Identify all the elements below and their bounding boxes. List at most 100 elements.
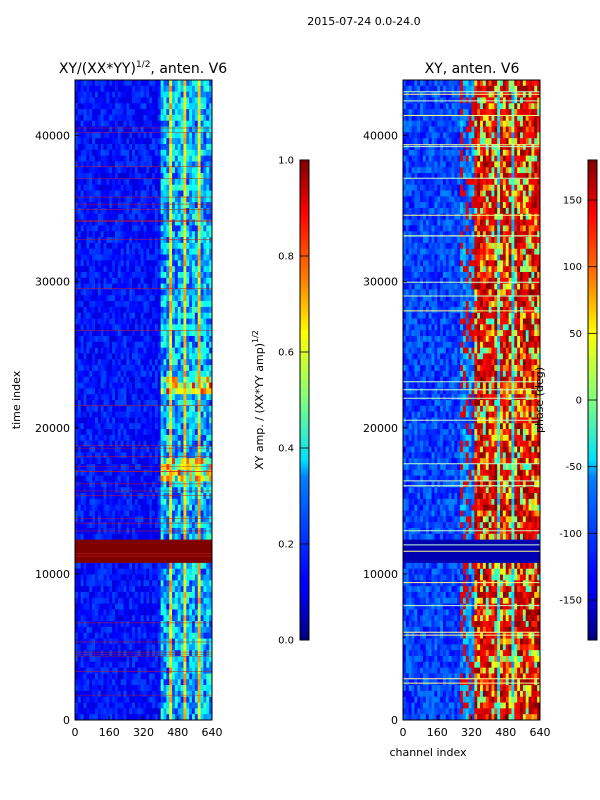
- amp-heatmap-cell: [146, 650, 150, 657]
- amp-heatmap-cell: [192, 464, 196, 471]
- amp-heatmap-cell: [92, 219, 96, 226]
- amp-heatmap-cell: [129, 464, 133, 471]
- amp-heatmap-cell: [203, 667, 207, 674]
- amp-heatmap-cell: [149, 621, 153, 628]
- amp-heatmap-cell: [75, 603, 79, 610]
- amp-heatmap-cell: [80, 650, 84, 657]
- amp-heatmap-cell: [152, 283, 156, 290]
- amp-heatmap-cell: [80, 394, 84, 401]
- amp-heatmap-cell: [123, 411, 127, 418]
- amp-heatmap-cell: [172, 429, 176, 436]
- amp-heatmap-cell: [132, 190, 136, 197]
- amp-heatmap-cell: [194, 97, 199, 104]
- amp-heatmap-cell: [192, 353, 196, 360]
- amp-heatmap-cell: [86, 452, 90, 459]
- amp-heatmap-cell: [154, 190, 159, 197]
- amp-heatmap-cell: [134, 277, 139, 285]
- amp-heatmap-cell: [140, 295, 144, 302]
- amp-heatmap-cell: [77, 481, 82, 488]
- amp-heatmap-cell: [106, 440, 110, 447]
- amp-heatmap-cell: [172, 114, 176, 122]
- amp-heatmap-cell: [157, 231, 162, 238]
- amp-heatmap-cell: [114, 551, 119, 558]
- amp-heatmap-cell: [152, 644, 156, 651]
- amp-heatmap-cell: [83, 184, 87, 191]
- amp-heatmap-cell: [86, 376, 90, 383]
- amp-heatmap-cell: [109, 138, 113, 145]
- amp-heatmap-cell: [123, 272, 127, 279]
- amp-heatmap-cell: [134, 248, 139, 255]
- amp-heatmap-cell: [157, 306, 162, 314]
- amp-heatmap-cell: [132, 388, 136, 395]
- amp-heatmap-cell: [120, 202, 124, 209]
- amp-heatmap-cell: [103, 597, 107, 605]
- amp-heatmap-cell: [80, 144, 84, 151]
- amp-heatmap-cell: [154, 568, 159, 575]
- amp-heatmap-cell: [172, 615, 176, 622]
- amp-heatmap-cell: [189, 330, 193, 337]
- amp-heatmap-cell: [100, 603, 104, 610]
- amp-heatmap-cell: [126, 597, 130, 605]
- amp-heatmap-cell: [209, 644, 213, 651]
- amp-heatmap-cell: [120, 277, 124, 285]
- amp-heatmap-cell: [123, 609, 127, 616]
- amp-heatmap-cell: [166, 301, 170, 308]
- amp-heatmap-cell: [140, 452, 144, 459]
- amp-heatmap-cell: [157, 667, 162, 674]
- amp-heatmap-cell: [109, 597, 113, 605]
- amp-heatmap-cell: [206, 266, 210, 273]
- amp-heatmap-cell: [160, 568, 164, 575]
- amp-heatmap-cell: [140, 592, 144, 599]
- amp-heatmap-cell: [157, 574, 162, 581]
- amp-heatmap-cell: [80, 219, 84, 226]
- amp-heatmap-cell: [169, 161, 173, 168]
- amp-heatmap-cell: [140, 213, 144, 221]
- amp-heatmap-cell: [189, 562, 193, 570]
- amp-heatmap-cell: [172, 667, 176, 674]
- amp-heatmap-cell: [114, 283, 119, 290]
- amp-heatmap-cell: [114, 336, 119, 343]
- amp-heatmap-cell: [80, 132, 84, 139]
- amp-heatmap-cell: [77, 522, 82, 529]
- amp-heatmap-cell: [123, 464, 127, 471]
- amp-heatmap-cell: [152, 632, 156, 639]
- amp-heatmap-cell: [209, 126, 213, 133]
- amp-heatmap-cell: [132, 650, 136, 657]
- amp-heatmap-cell: [209, 562, 213, 570]
- amp-heatmap-cell: [209, 109, 213, 116]
- amp-heatmap-cell: [89, 114, 93, 122]
- amp-heatmap-cell: [112, 190, 116, 197]
- amp-heatmap-cell: [183, 626, 187, 634]
- amp-heatmap-cell: [194, 487, 199, 494]
- amp-heatmap-cell: [163, 306, 167, 314]
- amp-heatmap-cell: [112, 568, 116, 575]
- amp-heatmap-cell: [163, 673, 167, 680]
- amp-heatmap-cell: [149, 85, 153, 93]
- amp-heatmap-cell: [197, 254, 201, 261]
- amp-heatmap-cell: [137, 248, 142, 255]
- amp-heatmap-cell: [174, 376, 179, 383]
- amp-heatmap-cell: [169, 661, 173, 669]
- amp-heatmap-cell: [203, 155, 207, 162]
- amp-heatmap-cell: [169, 626, 173, 634]
- amp-heatmap-cell: [94, 91, 99, 98]
- amp-heatmap-cell: [209, 394, 213, 401]
- amp-heatmap-cell: [120, 254, 124, 261]
- amp-heatmap-cell: [203, 580, 207, 587]
- amp-heatmap-cell: [206, 498, 210, 506]
- amp-heatmap-cell: [177, 586, 181, 593]
- amp-heatmap-cell: [140, 120, 144, 127]
- amp-heatmap-cell: [92, 539, 96, 546]
- amp-heatmap-cell: [206, 237, 210, 244]
- amp-heatmap-cell: [149, 324, 153, 331]
- amp-heatmap-cell: [152, 388, 156, 395]
- amp-heatmap-cell: [117, 295, 122, 302]
- amp-heatmap-cell: [149, 242, 153, 250]
- amp-heatmap-cell: [126, 208, 130, 215]
- amp-heatmap-cell: [152, 213, 156, 221]
- amp-heatmap-cell: [129, 289, 133, 296]
- amp-heatmap-cell: [140, 126, 144, 133]
- amp-heatmap-cell: [140, 365, 144, 372]
- amp-heatmap-cell: [140, 161, 144, 168]
- amp-heatmap-cell: [174, 464, 179, 471]
